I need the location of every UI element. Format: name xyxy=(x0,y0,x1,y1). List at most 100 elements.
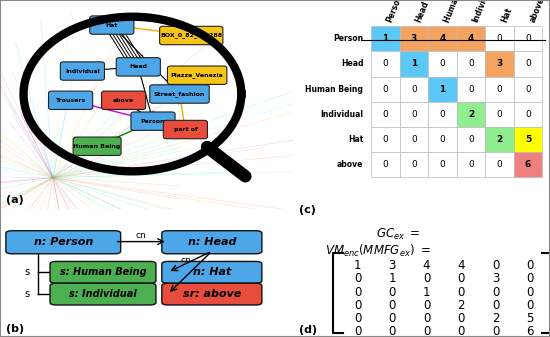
Text: s: s xyxy=(24,289,29,299)
Text: 4: 4 xyxy=(458,259,465,272)
Text: 0: 0 xyxy=(382,59,388,68)
Text: 0: 0 xyxy=(458,272,465,285)
Text: 0: 0 xyxy=(411,85,417,94)
Text: sr: above: sr: above xyxy=(183,289,241,299)
Text: 0: 0 xyxy=(388,325,396,337)
FancyBboxPatch shape xyxy=(163,120,207,139)
FancyBboxPatch shape xyxy=(102,91,146,110)
Bar xyxy=(399,127,428,152)
Text: 2: 2 xyxy=(458,299,465,312)
Bar xyxy=(485,127,514,152)
Text: 0: 0 xyxy=(439,59,446,68)
Text: $VM_{enc}(MMFG_{ex})\ =$: $VM_{enc}(MMFG_{ex})\ =$ xyxy=(325,243,431,259)
Text: (b): (b) xyxy=(6,325,24,334)
Bar xyxy=(514,76,542,102)
Text: 0: 0 xyxy=(423,272,430,285)
Bar xyxy=(485,102,514,127)
Text: Hat: Hat xyxy=(499,6,514,24)
Text: 0: 0 xyxy=(458,285,465,299)
Text: 3: 3 xyxy=(388,259,396,272)
Bar xyxy=(514,52,542,76)
FancyBboxPatch shape xyxy=(73,137,121,155)
Bar xyxy=(456,127,485,152)
Text: 5: 5 xyxy=(526,312,534,325)
Text: 0: 0 xyxy=(423,325,430,337)
FancyBboxPatch shape xyxy=(50,283,156,305)
Text: 0: 0 xyxy=(411,160,417,169)
Text: s: Human Being: s: Human Being xyxy=(59,267,146,277)
FancyBboxPatch shape xyxy=(150,85,209,103)
Text: Human Being: Human Being xyxy=(74,144,121,149)
FancyBboxPatch shape xyxy=(167,66,227,84)
Text: 0: 0 xyxy=(526,272,534,285)
Bar xyxy=(428,102,456,127)
Text: Piazza_Venezia: Piazza_Venezia xyxy=(170,72,223,78)
Text: Person: Person xyxy=(141,119,165,124)
Text: 0: 0 xyxy=(354,272,361,285)
Bar xyxy=(514,127,542,152)
FancyBboxPatch shape xyxy=(48,91,93,110)
FancyBboxPatch shape xyxy=(90,16,134,34)
Text: 0: 0 xyxy=(525,85,531,94)
Text: 0: 0 xyxy=(458,312,465,325)
Text: 4: 4 xyxy=(439,34,446,43)
FancyBboxPatch shape xyxy=(50,262,156,283)
Text: 0: 0 xyxy=(497,110,502,119)
Text: 1: 1 xyxy=(423,285,430,299)
Text: n: Head: n: Head xyxy=(188,237,236,247)
Bar xyxy=(485,76,514,102)
Text: 0: 0 xyxy=(497,34,502,43)
Text: 3: 3 xyxy=(411,34,417,43)
Bar xyxy=(514,152,542,177)
Bar xyxy=(456,52,485,76)
Text: 0: 0 xyxy=(439,110,446,119)
Text: 3: 3 xyxy=(496,59,503,68)
Text: 3: 3 xyxy=(492,272,499,285)
Text: 4: 4 xyxy=(468,34,474,43)
Text: 0: 0 xyxy=(382,85,388,94)
Text: n: Person: n: Person xyxy=(34,237,93,247)
Bar xyxy=(399,102,428,127)
Text: $GC_{ex}\ =$: $GC_{ex}\ =$ xyxy=(376,227,420,242)
FancyBboxPatch shape xyxy=(160,26,223,45)
Text: 0: 0 xyxy=(458,325,465,337)
Text: 0: 0 xyxy=(354,285,361,299)
Text: 0: 0 xyxy=(526,259,534,272)
FancyBboxPatch shape xyxy=(162,262,262,283)
Text: 0: 0 xyxy=(468,135,474,144)
Bar xyxy=(371,102,399,127)
Bar xyxy=(485,152,514,177)
Bar xyxy=(399,52,428,76)
Text: 0: 0 xyxy=(525,59,531,68)
Text: cn: cn xyxy=(136,231,147,240)
Text: Individual: Individual xyxy=(65,68,100,73)
Text: 0: 0 xyxy=(411,135,417,144)
Text: BOX_0_82_94_288: BOX_0_82_94_288 xyxy=(160,33,222,38)
Text: Head: Head xyxy=(129,64,147,69)
Text: 0: 0 xyxy=(411,110,417,119)
Text: above: above xyxy=(528,0,546,24)
Text: 0: 0 xyxy=(354,299,361,312)
Text: 0: 0 xyxy=(492,285,499,299)
FancyBboxPatch shape xyxy=(60,62,104,80)
Text: 0: 0 xyxy=(468,85,474,94)
Text: s: s xyxy=(24,267,29,277)
Text: 1: 1 xyxy=(411,59,417,68)
Text: 2: 2 xyxy=(496,135,503,144)
Text: 1: 1 xyxy=(354,259,361,272)
Text: 0: 0 xyxy=(468,59,474,68)
Bar xyxy=(456,152,485,177)
Text: cn: cn xyxy=(180,256,191,265)
Bar xyxy=(371,52,399,76)
Bar xyxy=(485,26,514,52)
Text: 0: 0 xyxy=(497,85,502,94)
Text: above: above xyxy=(337,160,364,169)
Text: 6: 6 xyxy=(526,325,534,337)
Bar xyxy=(428,152,456,177)
Text: Head: Head xyxy=(414,0,431,24)
Bar xyxy=(371,152,399,177)
Text: 0: 0 xyxy=(526,299,534,312)
Text: Trousers: Trousers xyxy=(56,98,86,103)
Text: 0: 0 xyxy=(468,160,474,169)
Bar xyxy=(428,127,456,152)
